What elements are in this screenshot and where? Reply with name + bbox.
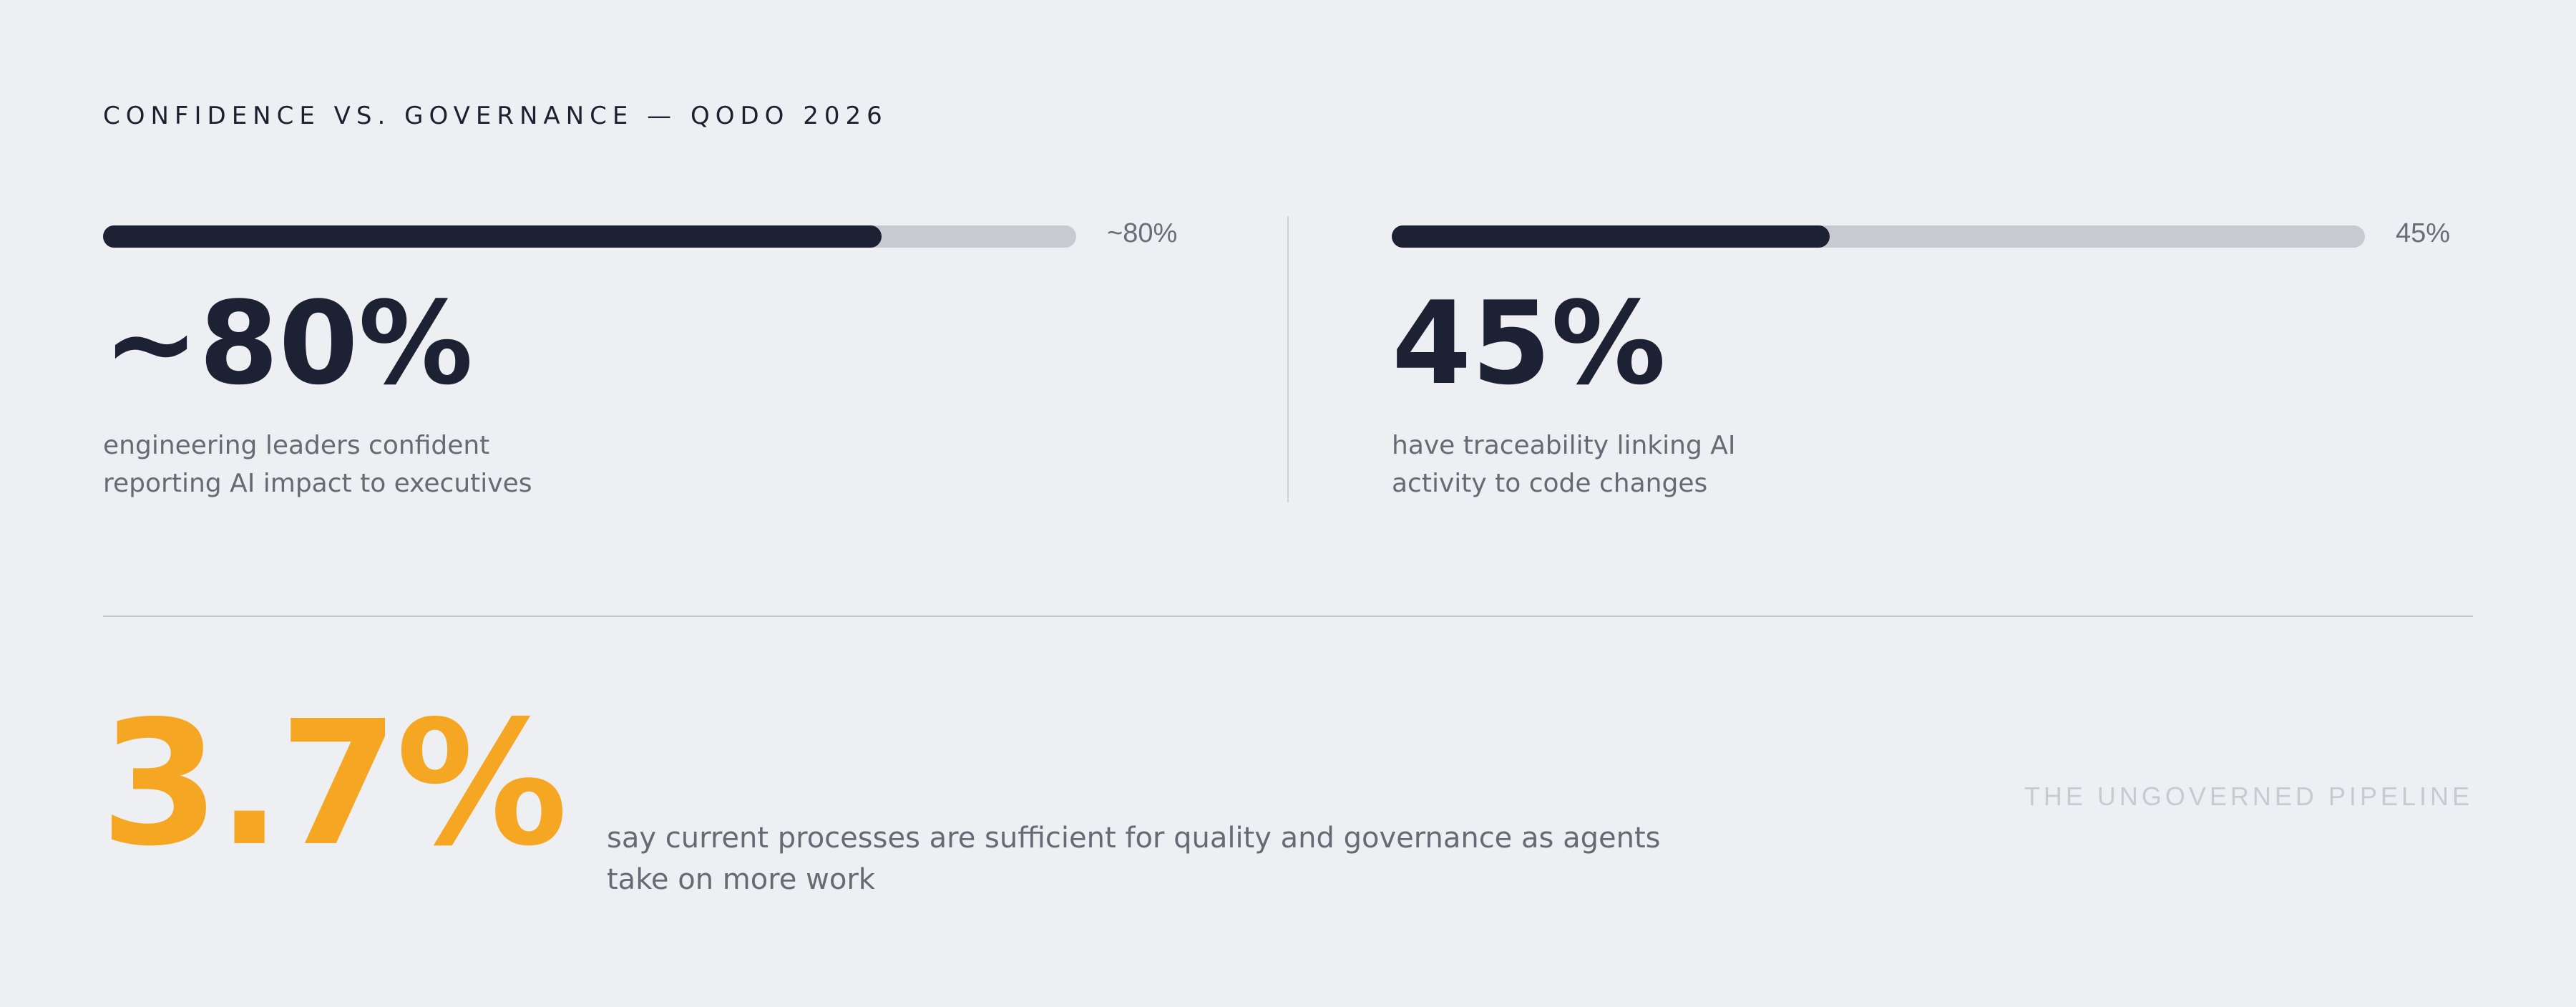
stat-description: have traceability linking AI activity to… <box>1392 427 2036 502</box>
tagline: THE UNGOVERNED PIPELINE <box>2024 782 2473 811</box>
progress-fill <box>103 225 882 248</box>
vertical-divider <box>1287 216 1289 502</box>
hero-stat-description: say current processes are sufficient for… <box>607 822 1661 896</box>
stat-description-line: activity to code changes <box>1392 469 1708 498</box>
progress-label: ~80% <box>1107 218 1178 248</box>
stat-description-line: engineering leaders confident <box>103 431 490 460</box>
stat-value: ~80% <box>103 276 474 410</box>
horizontal-divider <box>103 616 2473 617</box>
hero-stat-value: 3.7% <box>100 684 568 884</box>
stat-description-line: reporting AI impact to executives <box>103 469 532 498</box>
progress-track <box>103 225 1076 248</box>
progress-label: 45% <box>2396 218 2451 248</box>
progress-track <box>1392 225 2365 248</box>
section-eyebrow: CONFIDENCE VS. GOVERNANCE — QODO 2026 <box>103 102 888 130</box>
progress-fill <box>1392 225 1830 248</box>
stat-description: engineering leaders confident reporting … <box>103 427 747 502</box>
stat-description-line: have traceability linking AI <box>1392 431 1736 460</box>
stat-value: 45% <box>1392 276 1666 410</box>
